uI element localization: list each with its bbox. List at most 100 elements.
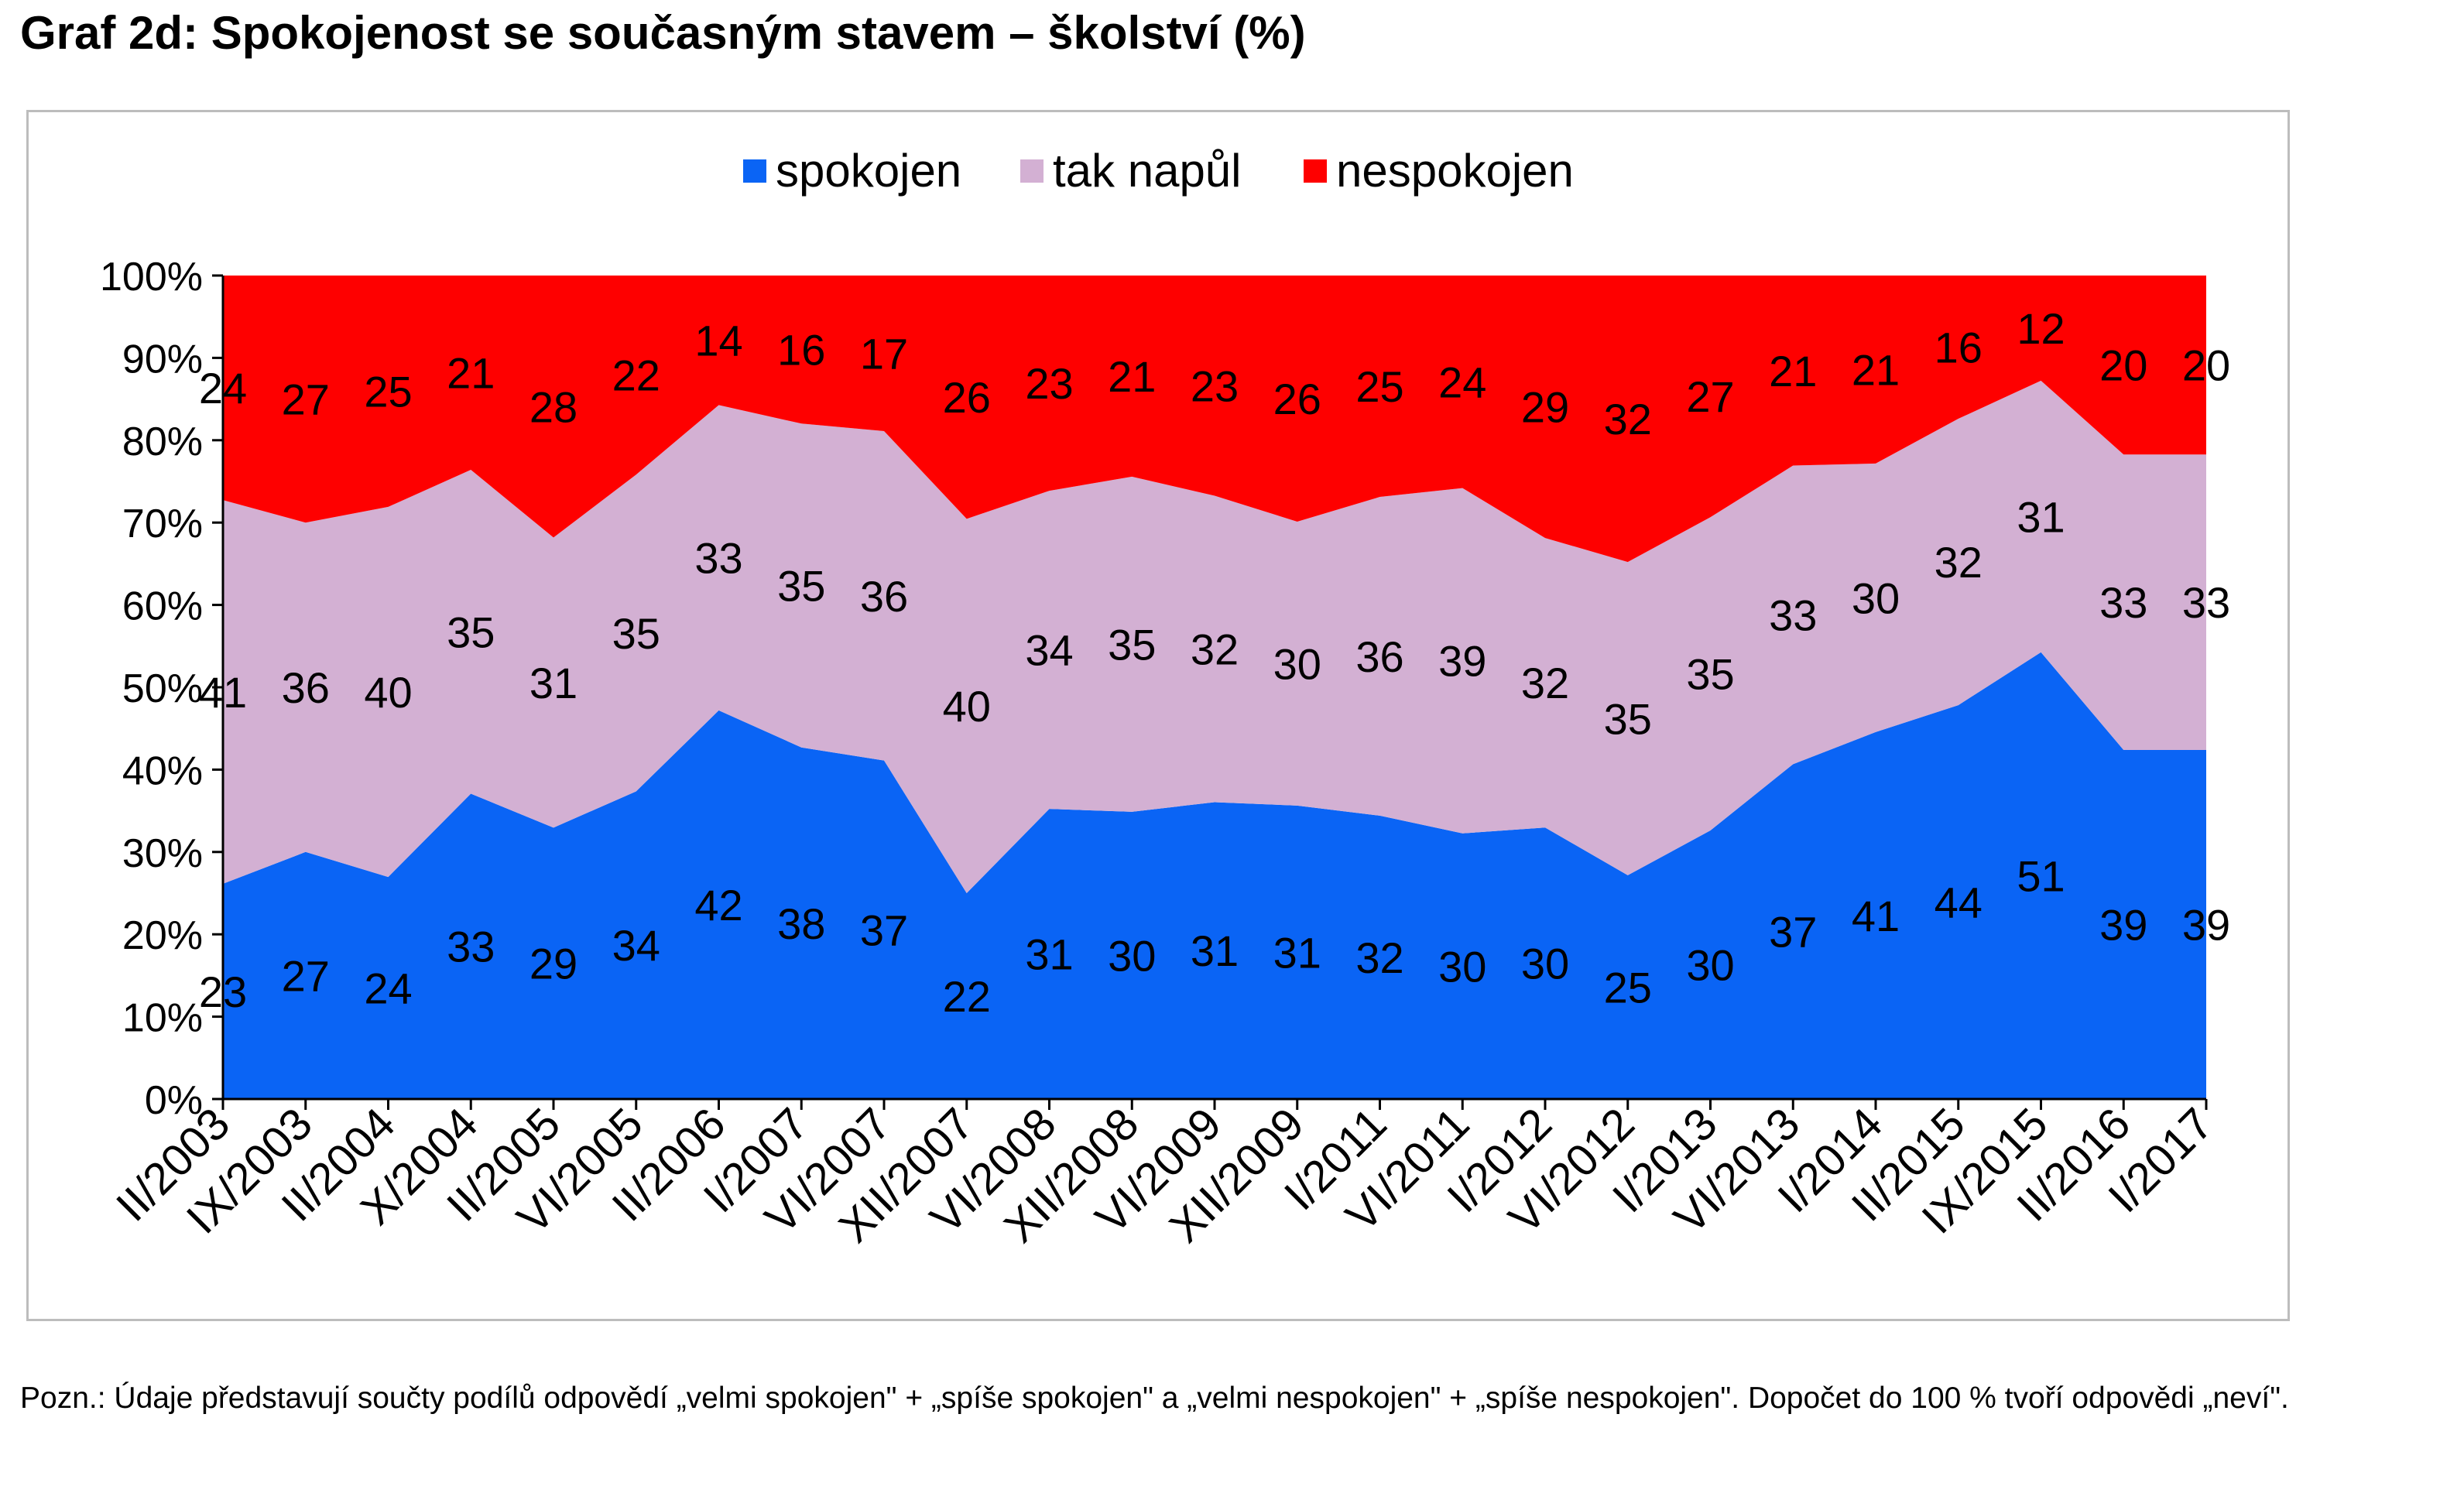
data-label-spokojen: 32 xyxy=(1355,933,1403,982)
data-label-tak-napůl: 30 xyxy=(1273,639,1321,688)
legend-label-tak-napul: tak napůl xyxy=(1053,145,1242,197)
legend-swatch-nespokojen xyxy=(1304,159,1327,183)
data-label-tak-napůl: 31 xyxy=(2017,492,2065,541)
data-label-spokojen: 25 xyxy=(1604,963,1652,1012)
data-label-nespokojen: 20 xyxy=(2099,341,2147,390)
data-label-tak-napůl: 32 xyxy=(1521,659,1569,707)
data-label-nespokojen: 25 xyxy=(1355,362,1403,411)
data-label-spokojen: 34 xyxy=(612,921,660,970)
legend-label-spokojen: spokojen xyxy=(776,145,962,197)
data-label-tak-napůl: 39 xyxy=(1438,637,1486,686)
y-tick-label: 70% xyxy=(122,502,203,546)
data-label-tak-napůl: 36 xyxy=(282,663,330,712)
data-label-nespokojen: 28 xyxy=(529,382,577,431)
data-label-spokojen: 39 xyxy=(2182,900,2230,949)
legend-item-spokojen: spokojen xyxy=(743,144,961,197)
chart-plot: 0%10%20%30%40%50%60%70%80%90%100%II/2003… xyxy=(100,255,2230,1252)
data-label-tak-napůl: 40 xyxy=(943,682,991,731)
y-tick-label: 60% xyxy=(122,584,203,629)
data-label-spokojen: 31 xyxy=(1191,926,1239,975)
data-label-tak-napůl: 35 xyxy=(447,608,495,656)
data-label-spokojen: 38 xyxy=(777,899,825,948)
data-label-tak-napůl: 36 xyxy=(860,572,908,621)
data-label-tak-napůl: 36 xyxy=(1355,632,1403,681)
data-label-tak-napůl: 35 xyxy=(1686,650,1734,699)
y-tick-label: 80% xyxy=(122,419,203,464)
data-label-spokojen: 30 xyxy=(1686,941,1734,990)
data-label-tak-napůl: 41 xyxy=(199,668,247,717)
area-nespokojen xyxy=(223,276,2206,563)
data-label-nespokojen: 21 xyxy=(1852,345,1900,394)
data-label-nespokojen: 23 xyxy=(1191,361,1239,410)
data-label-nespokojen: 26 xyxy=(1273,375,1321,423)
y-tick-label: 90% xyxy=(122,337,203,382)
data-label-nespokojen: 20 xyxy=(2182,341,2230,390)
data-label-tak-napůl: 35 xyxy=(777,561,825,610)
data-label-tak-napůl: 33 xyxy=(2182,578,2230,627)
data-label-nespokojen: 32 xyxy=(1604,395,1652,443)
data-label-nespokojen: 17 xyxy=(860,329,908,378)
data-label-nespokojen: 24 xyxy=(199,364,247,413)
chart-legend: spokojen tak napůl nespokojen xyxy=(0,144,2464,214)
legend-item-nespokojen: nespokojen xyxy=(1304,144,1574,197)
y-tick-label: 40% xyxy=(122,748,203,793)
data-label-spokojen: 41 xyxy=(1852,892,1900,940)
data-label-tak-napůl: 33 xyxy=(694,534,742,583)
data-label-spokojen: 30 xyxy=(1108,931,1156,980)
data-label-tak-napůl: 35 xyxy=(1604,694,1652,743)
data-label-nespokojen: 22 xyxy=(612,351,660,400)
y-tick-label: 0% xyxy=(145,1078,203,1123)
data-label-nespokojen: 21 xyxy=(1769,347,1817,395)
legend-item-tak-napul: tak napůl xyxy=(1020,144,1242,197)
y-tick-label: 10% xyxy=(122,996,203,1041)
data-label-nespokojen: 23 xyxy=(1025,359,1073,408)
data-label-spokojen: 31 xyxy=(1025,930,1073,979)
data-label-nespokojen: 24 xyxy=(1438,358,1486,406)
y-tick-label: 20% xyxy=(122,913,203,958)
data-label-spokojen: 33 xyxy=(447,923,495,971)
data-label-spokojen: 24 xyxy=(364,964,412,1013)
data-label-spokojen: 30 xyxy=(1438,942,1486,991)
data-label-nespokojen: 14 xyxy=(694,317,742,365)
data-label-tak-napůl: 32 xyxy=(1935,538,1983,587)
page-title: Graf 2d: Spokojenost se současným stavem… xyxy=(20,7,1306,59)
data-label-nespokojen: 26 xyxy=(943,373,991,422)
data-label-spokojen: 37 xyxy=(860,906,908,954)
data-label-tak-napůl: 31 xyxy=(529,659,577,707)
data-label-spokojen: 23 xyxy=(199,967,247,1016)
area-spokojen xyxy=(223,652,2206,1099)
data-label-nespokojen: 29 xyxy=(1521,383,1569,432)
data-label-nespokojen: 12 xyxy=(2017,304,2065,353)
y-tick-label: 100% xyxy=(100,255,203,300)
data-label-spokojen: 37 xyxy=(1769,908,1817,957)
data-label-spokojen: 22 xyxy=(943,972,991,1021)
data-label-tak-napůl: 35 xyxy=(612,609,660,658)
data-label-tak-napůl: 34 xyxy=(1025,626,1073,675)
data-label-spokojen: 30 xyxy=(1521,940,1569,988)
data-label-tak-napůl: 30 xyxy=(1852,574,1900,622)
y-tick-label: 30% xyxy=(122,831,203,876)
legend-swatch-spokojen xyxy=(743,159,766,183)
legend-swatch-tak-napul xyxy=(1020,159,1044,183)
data-label-nespokojen: 27 xyxy=(1686,372,1734,421)
chart-frame xyxy=(26,110,2290,1321)
data-label-tak-napůl: 33 xyxy=(1769,591,1817,639)
y-tick-label: 50% xyxy=(122,666,203,711)
data-label-spokojen: 27 xyxy=(282,951,330,1000)
data-label-nespokojen: 16 xyxy=(1935,324,1983,372)
legend-label-nespokojen: nespokojen xyxy=(1336,145,1574,197)
data-label-nespokojen: 25 xyxy=(364,367,412,416)
data-label-nespokojen: 16 xyxy=(777,326,825,375)
data-label-tak-napůl: 35 xyxy=(1108,620,1156,669)
data-label-nespokojen: 21 xyxy=(447,349,495,398)
data-label-nespokojen: 21 xyxy=(1108,352,1156,401)
data-label-spokojen: 31 xyxy=(1273,928,1321,977)
footnote: Pozn.: Údaje představují součty podílů o… xyxy=(20,1382,2289,1415)
data-label-tak-napůl: 33 xyxy=(2099,578,2147,627)
data-label-spokojen: 42 xyxy=(694,881,742,930)
data-label-spokojen: 29 xyxy=(529,940,577,988)
data-label-spokojen: 51 xyxy=(2017,851,2065,900)
data-label-spokojen: 39 xyxy=(2099,900,2147,949)
area-tak-napůl xyxy=(223,380,2206,893)
data-label-tak-napůl: 32 xyxy=(1191,625,1239,674)
